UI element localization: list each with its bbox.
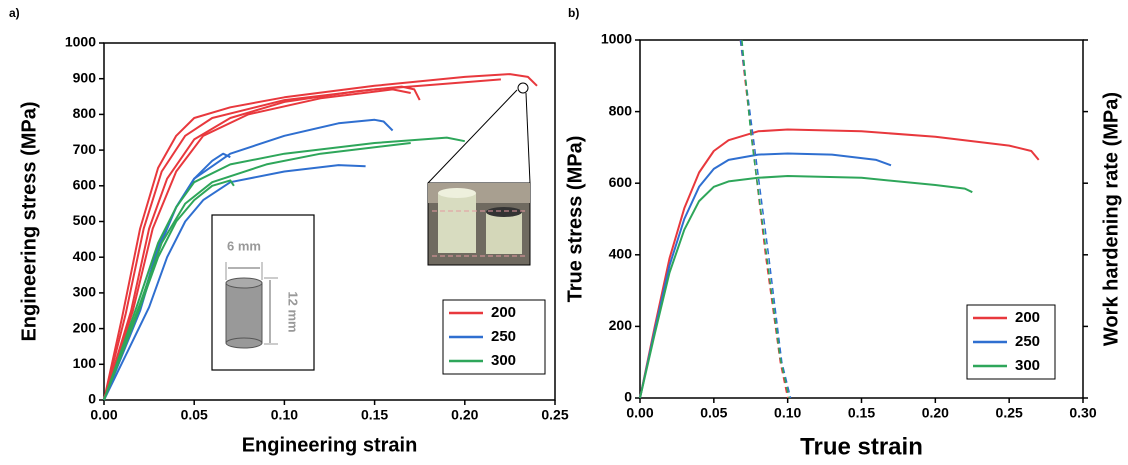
stress-curve [103,142,411,401]
x-tick-label: 0.25 [541,407,568,423]
specimen-sketch [211,214,315,371]
stress-curve [103,85,421,401]
width-label: 6 mm [227,238,261,253]
plot-frame [103,42,556,401]
y-tick-label: 900 [73,69,97,85]
y-tick-label: 400 [73,248,97,264]
y2-axis-title: Work hardening rate (MPa) [1100,92,1122,346]
stress-curve [103,78,501,401]
stress-curve [103,164,366,401]
legend-label: 200 [491,304,516,321]
stress-curve [639,128,1040,399]
y-tick-label: 200 [73,319,97,335]
y-tick-label: 0 [88,391,96,407]
plot-frame [639,39,1084,399]
x-tick-label: 0.30 [1069,405,1096,421]
stress-curve [103,179,235,401]
y-tick-label: 400 [609,246,633,262]
y-tick-label: 500 [73,212,97,228]
y-tick-label: 800 [73,105,97,121]
x-tick-label: 0.00 [90,407,117,423]
y-tick-label: 300 [73,284,97,300]
y-tick-label: 1000 [65,34,96,50]
y-tick-label: 600 [609,174,633,190]
hardening-curve [741,39,790,399]
y-tick-label: 200 [609,317,633,333]
x-tick-label: 0.05 [181,407,208,423]
x-tick-label: 0.25 [996,405,1023,421]
y-axis-title: True stress (MPa) [564,136,586,303]
y-tick-label: 0 [624,389,632,405]
legend-label: 300 [491,352,516,369]
stress-curve [103,88,411,401]
y-axis-title: Engineering stress (MPa) [18,101,40,341]
legend-label: 300 [1015,357,1040,374]
x-tick-label: 0.00 [626,405,653,421]
stress-curve [103,136,465,401]
x-tick-label: 0.15 [361,407,388,423]
y-tick-label: 600 [73,177,97,193]
x-axis-title: True strain [800,433,923,460]
specimen-photo [427,82,531,266]
x-tick-label: 0.10 [774,405,801,421]
x-tick-label: 0.15 [848,405,875,421]
x-axis-title: Engineering strain [242,434,418,456]
height-label: 12 mm [286,291,301,332]
x-tick-label: 0.10 [271,407,298,423]
y-tick-label: 800 [609,102,633,118]
legend-label: 200 [1015,309,1040,326]
x-tick-label: 0.20 [922,405,949,421]
hardening-curve [739,39,789,399]
y-tick-label: 1000 [601,31,632,47]
legend-label: 250 [491,328,516,345]
legend-label: 250 [1015,333,1040,350]
hardening-curve [739,39,792,399]
y-tick-label: 700 [73,141,97,157]
stress-curve [103,73,538,401]
y-tick-label: 100 [73,355,97,371]
stress-curve [639,152,892,399]
x-tick-label: 0.05 [700,405,727,421]
panel-label: b) [568,6,579,20]
panel-label: a) [9,6,20,20]
x-tick-label: 0.20 [451,407,478,423]
stress-curve [639,175,973,399]
